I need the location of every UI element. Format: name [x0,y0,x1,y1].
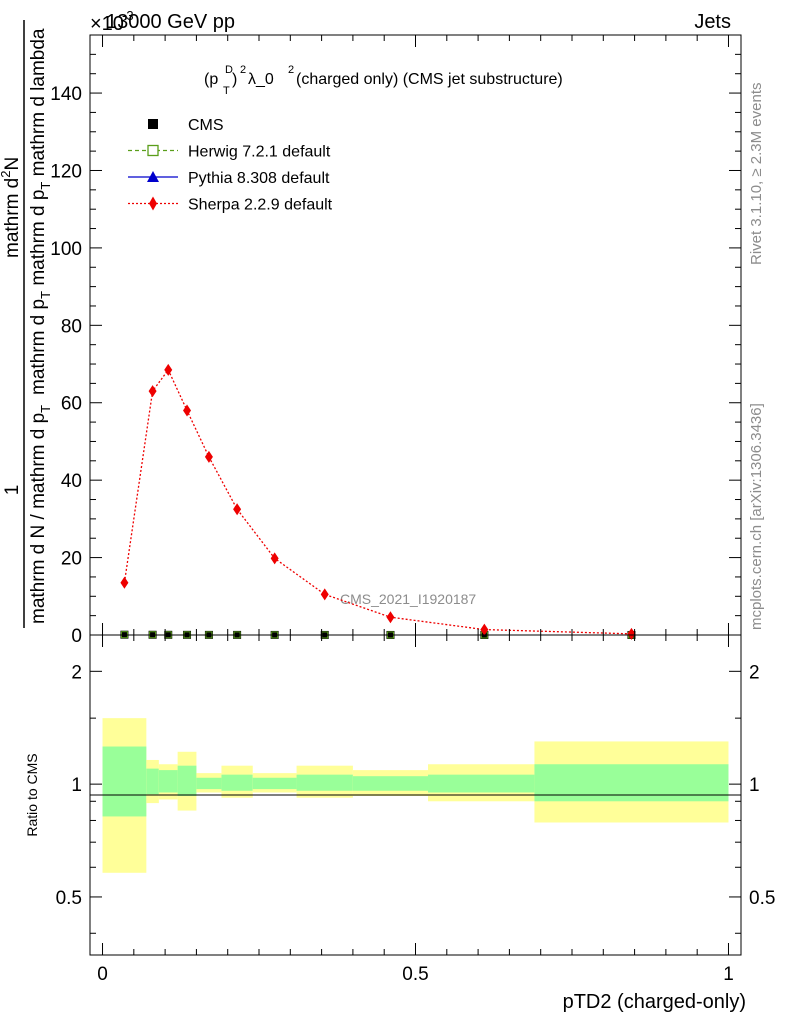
legend-marker-cms [148,119,158,129]
sherpa-data-point [233,503,242,516]
legend-label: Pythia 8.308 default [188,170,330,187]
main-y-tick-label: 80 [61,316,82,337]
analysis-watermark: CMS_2021_I1920187 [340,591,476,607]
ratio-bands [102,718,729,873]
ratio-y-tick-label-right: 2 [749,662,760,683]
ratio-band-inner [177,765,197,796]
main-y-axis-label: 1 mathrm d N / mathrm d pT mathrm d2N ma… [0,20,53,628]
y-label-one: 1 [2,485,23,496]
title-mid: λ_0 [248,71,274,88]
main-y-tick-label: 40 [61,471,82,492]
y-label-denominator: mathrm d N / mathrm d pT [28,405,53,624]
legend-item: Pythia 8.308 default [128,170,330,187]
sherpa-data-point [164,363,173,376]
ratio-band-inner [252,777,297,790]
main-y-tick-label: 0 [71,626,82,647]
x-tick-label: 1 [723,964,734,985]
sherpa-data-point [120,576,129,589]
main-y-tick-label: 140 [50,84,82,105]
sherpa-data-point [204,450,213,463]
rivet-version-label: Rivet 3.1.10, ≥ 2.3M events [748,83,765,266]
ratio-band-inner [158,770,178,793]
title-prefix: (p [204,71,218,88]
ratio-y-tick-label-right: 1 [749,775,760,796]
sherpa-data-point [148,385,157,398]
y-label-frac-numerator: mathrm d2N [0,157,23,258]
sherpa-data-point [480,623,489,636]
ratio-band-inner [221,774,253,791]
legend: CMS Herwig 7.2.1 default Pythia 8.308 defa… [128,117,333,214]
legend-item: CMS [148,117,224,134]
ratio-y-tick-label-right: 0.5 [749,888,775,909]
category-label: Jets [694,11,731,33]
plot-title: (p D T ) 2 λ_0 2 (charged only) (CMS jet… [204,64,563,97]
ratio-y-axis: 0.5 0.5 1 1 2 2 [56,662,775,934]
sherpa-data-point [320,588,329,601]
energy-label: 13000 GeV pp [106,11,235,33]
legend-marker-sherpa [149,196,157,211]
main-y-tick-label: 20 [61,549,82,570]
legend-label: CMS [188,117,224,134]
sherpa-data-point [270,552,279,565]
ratio-band-inner [534,764,729,802]
title-sup-2a: 2 [240,64,246,76]
main-y-tick-label: 120 [50,161,82,182]
legend-item: Herwig 7.2.1 default [128,144,331,161]
main-y-tick-label: 60 [61,394,82,415]
title-suffix: (charged only) (CMS jet substructure) [296,71,563,88]
legend-label: Herwig 7.2.1 default [188,144,331,161]
x-tick-label: 0.5 [402,964,428,985]
ratio-band-inner [352,776,429,791]
legend-marker-herwig [147,144,159,157]
title-sup-d: D [225,64,233,76]
ratio-band-inner [296,774,353,791]
ratio-y-tick-label: 2 [71,662,82,683]
main-y-tick-label: 100 [50,239,82,260]
ratio-band-inner [102,746,147,817]
sherpa-data-point [627,627,636,640]
main-y-axis: 0 20 40 60 80 100 120 140 [50,34,741,647]
ratio-band-inner [428,774,535,793]
y-label-frac-denominator: mathrm d pT mathrm d pT mathrm d lambda [28,28,53,395]
ratio-band-inner [196,777,222,790]
sherpa-data-point [183,404,192,417]
ratio-y-tick-label: 0.5 [56,888,82,909]
legend-item: Sherpa 2.2.9 default [128,196,333,214]
ratio-y-tick-label: 1 [71,775,82,796]
svg-text:): ) [232,71,237,88]
legend-marker-pythia [147,171,159,182]
sherpa-data-point [386,611,395,624]
mcplots-credit-label: mcplots.cern.ch [arXiv:1306.3436] [748,403,765,630]
x-axis-label: pTD2 (charged-only) [563,991,746,1013]
x-tick-label: 0 [97,964,108,985]
title-sub-t: T [223,85,230,97]
legend-label: Sherpa 2.2.9 default [188,197,333,214]
multiplier-exponent: -3 [122,8,134,23]
ratio-band-inner [146,768,159,795]
multiplier-label: ×10 [90,13,124,35]
ratio-axis-label: Ratio to CMS [24,753,40,836]
x-axis: 0 0.5 1 [97,35,734,985]
sherpa-series-line [123,368,632,635]
title-sup-2b: 2 [288,64,294,76]
